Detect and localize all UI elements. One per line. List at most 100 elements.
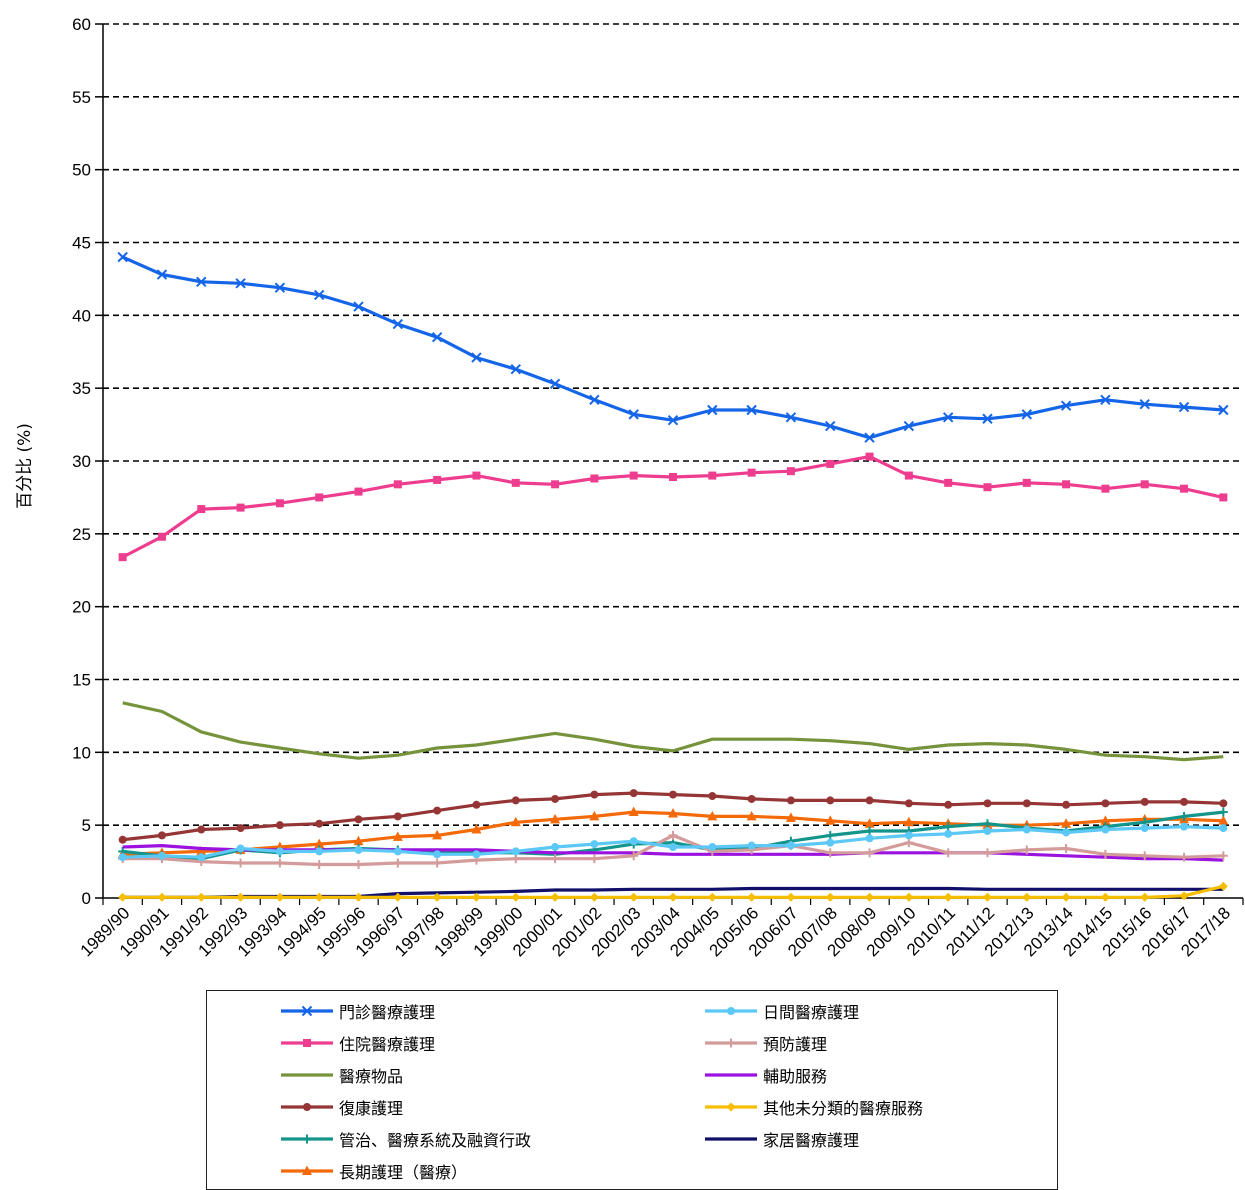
data-point-marker <box>708 471 717 480</box>
data-point-marker <box>590 840 599 849</box>
data-point-marker <box>1180 797 1189 806</box>
data-point-marker <box>471 824 482 834</box>
data-point-marker <box>1062 828 1071 837</box>
legend-label: 其他未分類的醫療服務 <box>763 1099 924 1118</box>
series-line <box>121 455 1224 559</box>
data-point-marker <box>825 892 835 902</box>
data-point-marker <box>629 851 639 861</box>
data-point-marker <box>668 892 678 902</box>
data-point-marker <box>302 1165 312 1175</box>
legend-label: 醫療物品 <box>339 1067 404 1086</box>
data-point-marker <box>550 892 560 902</box>
data-point-marker <box>1218 404 1229 416</box>
legend-item: 管治、醫療系統及融資行政 <box>279 1127 531 1151</box>
series-line <box>122 701 1224 762</box>
data-point-marker <box>393 847 402 856</box>
data-point-marker <box>1139 398 1150 410</box>
y-tick-labels: 0 5 10 15 20 25 30 35 40 45 50 55 60 <box>72 15 91 908</box>
data-point-marker <box>629 837 638 846</box>
y-tick-label: 45 <box>72 234 91 253</box>
data-point-marker <box>236 503 245 512</box>
data-point-marker <box>157 831 166 840</box>
y-tick-label: 55 <box>72 88 91 107</box>
data-point-marker <box>747 841 756 850</box>
data-point-marker <box>511 847 520 856</box>
data-point-marker <box>472 850 481 859</box>
y-tick-label: 35 <box>72 379 91 398</box>
data-point-marker <box>313 289 325 301</box>
legend-swatch <box>281 1103 333 1111</box>
y-tick-label: 50 <box>72 161 91 180</box>
data-point-marker <box>354 815 363 824</box>
legend-item: 其他未分類的醫療服務 <box>703 1095 923 1119</box>
data-point-marker <box>393 812 402 821</box>
data-point-marker <box>354 892 364 902</box>
data-point-marker <box>1100 892 1110 902</box>
data-point-marker <box>275 821 284 830</box>
data-point-marker <box>549 378 561 390</box>
data-point-marker <box>903 420 915 432</box>
legend-label: 長期護理（醫療） <box>339 1163 468 1182</box>
data-point-marker <box>942 412 954 423</box>
series-0 <box>117 251 1229 443</box>
data-point-marker <box>903 816 914 827</box>
data-point-marker <box>392 318 404 330</box>
data-point-marker <box>707 404 718 416</box>
data-point-marker <box>726 1038 736 1048</box>
series-7 <box>118 881 1228 902</box>
data-point-marker <box>118 553 127 562</box>
data-point-marker <box>943 892 953 902</box>
data-point-marker <box>511 478 520 487</box>
data-point-marker <box>944 478 953 487</box>
data-point-marker <box>904 831 913 840</box>
data-point-marker <box>983 826 992 835</box>
data-point-marker <box>275 499 284 508</box>
data-point-marker <box>354 859 364 869</box>
data-point-marker <box>865 826 875 836</box>
data-point-marker <box>826 459 835 468</box>
data-point-marker <box>746 810 757 821</box>
data-point-marker <box>785 812 796 822</box>
legend-label: 住院醫療護理 <box>339 1035 436 1054</box>
data-point-marker <box>825 420 836 432</box>
data-point-marker <box>904 892 914 902</box>
data-point-marker <box>943 822 953 832</box>
data-point-marker <box>392 831 403 841</box>
data-point-marker <box>1100 815 1111 825</box>
data-point-marker <box>747 468 756 477</box>
data-point-marker <box>236 824 245 833</box>
data-point-marker <box>354 487 363 496</box>
data-point-marker <box>1022 845 1032 855</box>
data-point-marker <box>708 843 717 852</box>
data-point-marker <box>786 892 796 902</box>
data-point-marker <box>1218 815 1229 825</box>
data-point-marker <box>786 467 795 476</box>
legend-swatch <box>281 1073 333 1077</box>
legend-label: 復康護理 <box>339 1099 404 1118</box>
data-point-marker <box>865 848 875 858</box>
legend: 門診醫療護理 日間醫療護理 住院醫療護理 預防護理 醫療物品 輔助服務 復康護理 其他未分類的… <box>206 990 1058 1190</box>
data-point-marker <box>1022 799 1031 808</box>
data-point-marker <box>302 1134 312 1144</box>
data-point-marker <box>1218 807 1228 817</box>
data-point-marker <box>707 810 718 821</box>
data-point-marker <box>301 1005 313 1017</box>
data-point-marker <box>1140 892 1150 902</box>
data-point-marker <box>314 892 324 902</box>
data-point-marker <box>1101 799 1110 808</box>
data-point-marker <box>1100 394 1111 406</box>
data-point-marker <box>432 829 443 840</box>
y-tick-label: 15 <box>72 671 91 690</box>
data-point-marker <box>983 799 992 808</box>
data-point-marker <box>1060 400 1072 411</box>
legend-item: 輔助服務 <box>703 1063 827 1087</box>
data-point-marker <box>1179 852 1189 862</box>
data-point-marker <box>1061 892 1071 902</box>
series-2 <box>118 452 1228 562</box>
data-point-marker <box>726 1102 736 1112</box>
data-point-marker <box>510 364 521 375</box>
legend-item: 長期護理（醫療） <box>279 1159 467 1183</box>
data-point-marker <box>1218 851 1228 861</box>
data-point-marker <box>236 844 245 853</box>
data-point-marker <box>1219 799 1228 808</box>
